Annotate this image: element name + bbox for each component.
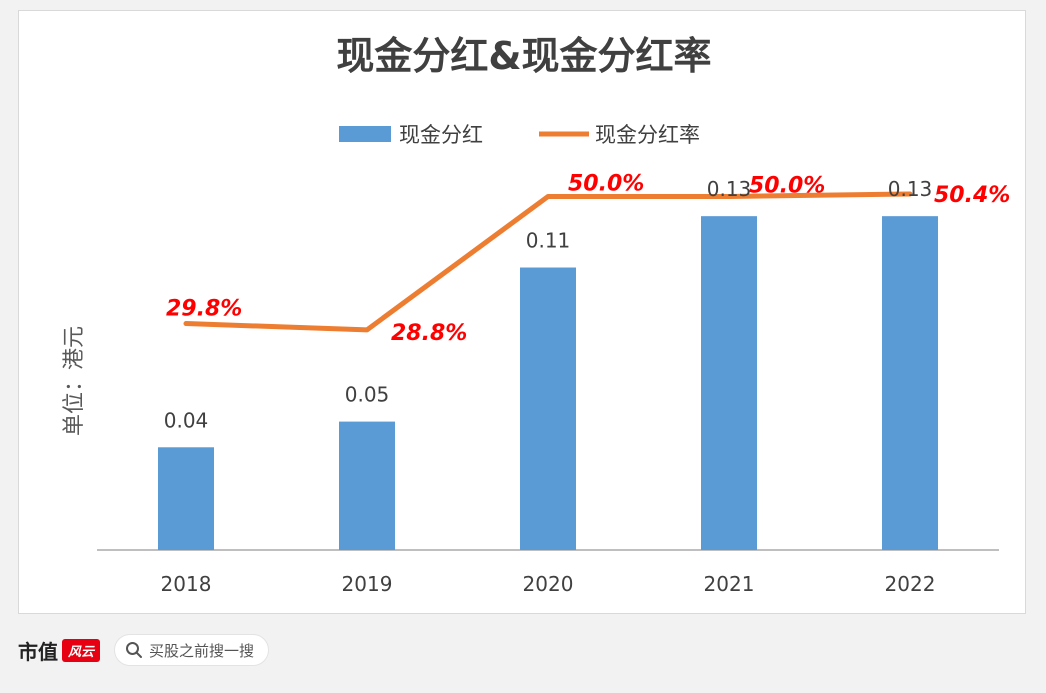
rate-label-2019: 28.8% xyxy=(391,321,467,346)
bar-value-label-2022: 0.13 xyxy=(888,177,933,201)
brand-badge: 风云 xyxy=(62,638,101,662)
bars-layer xyxy=(158,216,938,550)
line-layer xyxy=(183,191,913,333)
x-tick-label-2019: 2019 xyxy=(342,572,393,596)
rate-label-2020: 50.0% xyxy=(568,172,644,197)
bar-2022 xyxy=(882,216,938,550)
bar-value-label-2019: 0.05 xyxy=(345,383,390,407)
legend-bar-label: 现金分红 xyxy=(399,123,483,147)
legend-bar-swatch xyxy=(339,126,391,142)
chart-title: 现金分红&现金分红率 xyxy=(336,34,711,78)
labels-layer: 0.04 2018 0.05 2019 0.11 2020 0.13 2021 0.13 2022… xyxy=(161,172,1011,597)
brand-name: 市值 xyxy=(18,639,58,664)
legend-line-label: 现金分红率 xyxy=(595,123,700,147)
bar-2021 xyxy=(701,216,757,550)
bar-value-label-2020: 0.11 xyxy=(526,229,571,253)
chart-card: 现金分红&现金分红率 现金分红 现金分红率 单位：港元 0.04 2018 0.05… xyxy=(18,10,1026,614)
rate-label-2022: 50.4% xyxy=(934,183,1010,208)
brand-logo: 市值 风云 xyxy=(18,636,101,665)
footer: 市值 风云 买股之前搜一搜 xyxy=(18,630,270,670)
legend: 现金分红 现金分红率 xyxy=(339,123,700,147)
bar-2019 xyxy=(339,421,395,550)
bar-2020 xyxy=(520,267,576,550)
bar-value-label-2021: 0.13 xyxy=(707,177,752,201)
chart: 现金分红&现金分红率 现金分红 现金分红率 单位：港元 0.04 2018 0.05… xyxy=(62,34,1011,597)
search-placeholder: 买股之前搜一搜 xyxy=(149,641,255,660)
bar-2018 xyxy=(158,447,214,550)
bar-value-label-2018: 0.04 xyxy=(164,408,209,432)
x-tick-label-2018: 2018 xyxy=(161,572,212,596)
rate-label-2021: 50.0% xyxy=(749,174,825,199)
rate-label-2018: 29.8% xyxy=(166,297,242,322)
x-tick-label-2021: 2021 xyxy=(704,572,755,596)
y-axis-label: 单位：港元 xyxy=(62,326,87,436)
x-tick-label-2022: 2022 xyxy=(885,572,936,596)
x-tick-label-2020: 2020 xyxy=(523,572,574,596)
rate-line xyxy=(183,191,913,333)
search-box[interactable]: 买股之前搜一搜 xyxy=(114,634,270,666)
search-icon xyxy=(126,642,143,658)
